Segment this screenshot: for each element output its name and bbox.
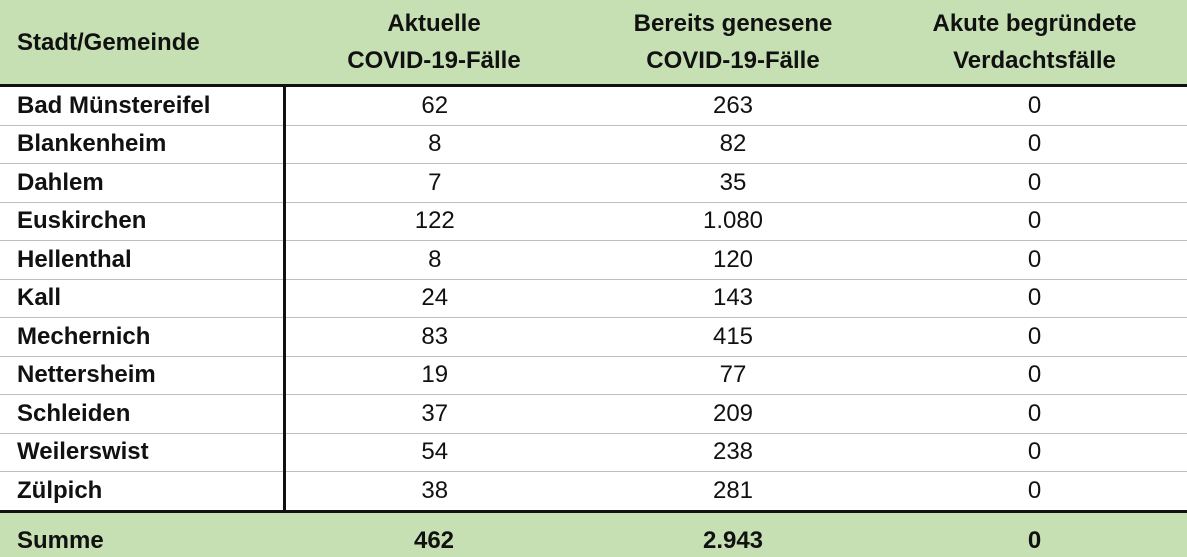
cell-current: 8	[284, 125, 584, 164]
table-row: Nettersheim 19 77 0	[0, 356, 1187, 395]
cell-recovered: 120	[584, 240, 882, 280]
cell-city: Zülpich	[0, 471, 286, 513]
cell-current: 19	[284, 356, 584, 395]
header-recovered-line1: Bereits genesene	[633, 10, 833, 37]
table-row: Weilerswist 54 238 0	[0, 433, 1187, 472]
table-row: Schleiden 37 209 0	[0, 394, 1187, 434]
header-recovered-line2: COVID-19-Fälle	[646, 47, 820, 74]
cell-city: Kall	[0, 279, 286, 318]
table-row: Bad Münstereifel 62 263 0	[0, 85, 1187, 126]
header-current-line2: COVID-19-Fälle	[347, 47, 521, 74]
cell-current: 24	[284, 279, 584, 318]
cell-city: Bad Münstereifel	[0, 85, 286, 126]
cell-current: 54	[284, 433, 584, 472]
table-row: Dahlem 7 35 0	[0, 163, 1187, 203]
table-row: Hellenthal 8 120 0	[0, 240, 1187, 280]
cell-suspected: 0	[882, 394, 1187, 434]
cell-recovered: 415	[584, 317, 882, 357]
header-suspected-line1: Akute begründete	[932, 10, 1137, 37]
header-recovered-cases: Bereits genesene COVID-19-Fälle	[584, 0, 882, 87]
cell-suspected: 0	[882, 240, 1187, 280]
cell-current: 38	[284, 471, 584, 513]
table-row: Euskirchen 122 1.080 0	[0, 202, 1187, 241]
cell-recovered: 281	[584, 471, 882, 513]
cell-recovered: 77	[584, 356, 882, 395]
table-body: Bad Münstereifel 62 263 0 Blankenheim 8 82 0 Dah…	[0, 85, 1187, 513]
cell-suspected: 0	[882, 163, 1187, 203]
cell-suspected: 0	[882, 317, 1187, 357]
header-suspected-line2: Verdachtsfälle	[953, 47, 1116, 74]
cell-recovered: 82	[584, 125, 882, 164]
table-row: Kall 24 143 0	[0, 279, 1187, 318]
cell-city: Hellenthal	[0, 240, 286, 280]
cell-recovered: 143	[584, 279, 882, 318]
table-row: Zülpich 38 281 0	[0, 471, 1187, 513]
header-suspected-cases: Akute begründete Verdachtsfälle	[882, 0, 1187, 87]
cell-suspected: 0	[882, 433, 1187, 472]
cell-current: 122	[284, 202, 584, 241]
cell-current: 7	[284, 163, 584, 203]
cell-recovered: 238	[584, 433, 882, 472]
cell-recovered: 35	[584, 163, 882, 203]
table-header: Stadt/Gemeinde Aktuelle COVID-19-Fälle B…	[0, 0, 1187, 87]
table-row: Mechernich 83 415 0	[0, 317, 1187, 357]
header-row: Stadt/Gemeinde Aktuelle COVID-19-Fälle B…	[0, 0, 1187, 87]
cell-suspected: 0	[882, 279, 1187, 318]
cell-suspected: 0	[882, 85, 1187, 126]
cell-city: Blankenheim	[0, 125, 286, 164]
cell-suspected: 0	[882, 125, 1187, 164]
header-city: Stadt/Gemeinde	[0, 0, 284, 87]
header-current-cases: Aktuelle COVID-19-Fälle	[284, 0, 584, 87]
cell-city: Weilerswist	[0, 433, 286, 472]
header-city-label: Stadt/Gemeinde	[17, 28, 200, 56]
cell-current: 62	[284, 85, 584, 126]
cell-city: Schleiden	[0, 394, 286, 434]
header-current-line1: Aktuelle	[387, 10, 481, 37]
cell-suspected: 0	[882, 356, 1187, 395]
cell-city: Nettersheim	[0, 356, 286, 395]
cell-current: 37	[284, 394, 584, 434]
cell-city: Dahlem	[0, 163, 286, 203]
cell-recovered: 209	[584, 394, 882, 434]
cell-current: 8	[284, 240, 584, 280]
cell-recovered: 1.080	[584, 202, 882, 241]
cell-recovered: 263	[584, 85, 882, 126]
cell-city: Mechernich	[0, 317, 286, 357]
table-row: Blankenheim 8 82 0	[0, 125, 1187, 164]
cell-suspected: 0	[882, 202, 1187, 241]
cell-city: Euskirchen	[0, 202, 286, 241]
cell-suspected: 0	[882, 471, 1187, 513]
cell-current: 83	[284, 317, 584, 357]
